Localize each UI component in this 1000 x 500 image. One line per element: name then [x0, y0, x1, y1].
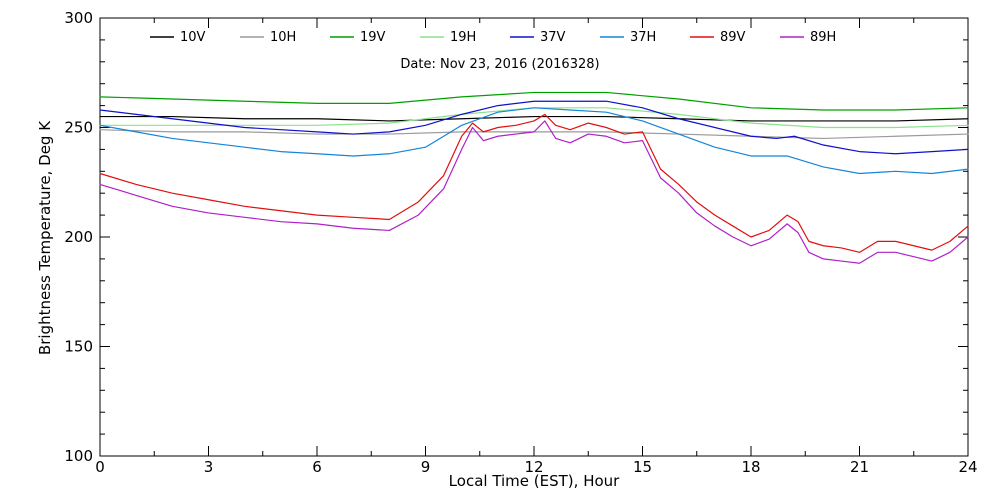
x-tick-label: 6	[312, 458, 322, 476]
series-line-19v	[99, 91, 969, 111]
x-tick-label: 0	[95, 458, 105, 476]
x-tick-label: 21	[850, 458, 869, 476]
y-tick-label: 150	[64, 338, 93, 356]
series-line-89v	[99, 113, 969, 253]
legend-label-37v: 37V	[540, 30, 566, 45]
y-tick-label: 250	[64, 119, 93, 137]
y-tick-label: 100	[64, 447, 93, 465]
legend-label-19v: 19V	[360, 30, 386, 45]
x-tick-label: 18	[741, 458, 760, 476]
x-tick-label: 3	[204, 458, 214, 476]
x-tick-label: 12	[524, 458, 543, 476]
y-tick-label: 200	[64, 228, 93, 246]
y-tick-label: 300	[64, 9, 93, 27]
legend-label-10h: 10H	[270, 30, 296, 45]
series-lines	[99, 91, 969, 264]
chart-annotation: Date: Nov 23, 2016 (2016328)	[400, 57, 599, 72]
legend-label-89h: 89H	[810, 30, 836, 45]
legend-label-89v: 89V	[720, 30, 746, 45]
legend-label-19h: 19H	[450, 30, 476, 45]
x-tick-label: 15	[633, 458, 652, 476]
plot-area	[99, 17, 969, 457]
plot-frame	[99, 17, 969, 457]
x-axis-label: Local Time (EST), Hour	[449, 472, 620, 490]
series-line-89h	[99, 120, 969, 264]
y-axis-label: Brightness Temperature, Deg K	[36, 120, 54, 355]
series-line-37v	[99, 100, 969, 155]
series-line-37h	[99, 107, 969, 175]
legend: 10V 10H 19V 19H 37V 37H 89V 89H	[150, 30, 836, 45]
x-tick-label: 24	[958, 458, 977, 476]
legend-label-10v: 10V	[180, 30, 206, 45]
legend-label-37h: 37H	[630, 30, 656, 45]
series-line-10v	[99, 115, 969, 122]
axis-ticks: 0 3 6 9 12 15 18 21 24 100 150 200 250 300	[64, 9, 977, 476]
x-tick-label: 9	[421, 458, 431, 476]
